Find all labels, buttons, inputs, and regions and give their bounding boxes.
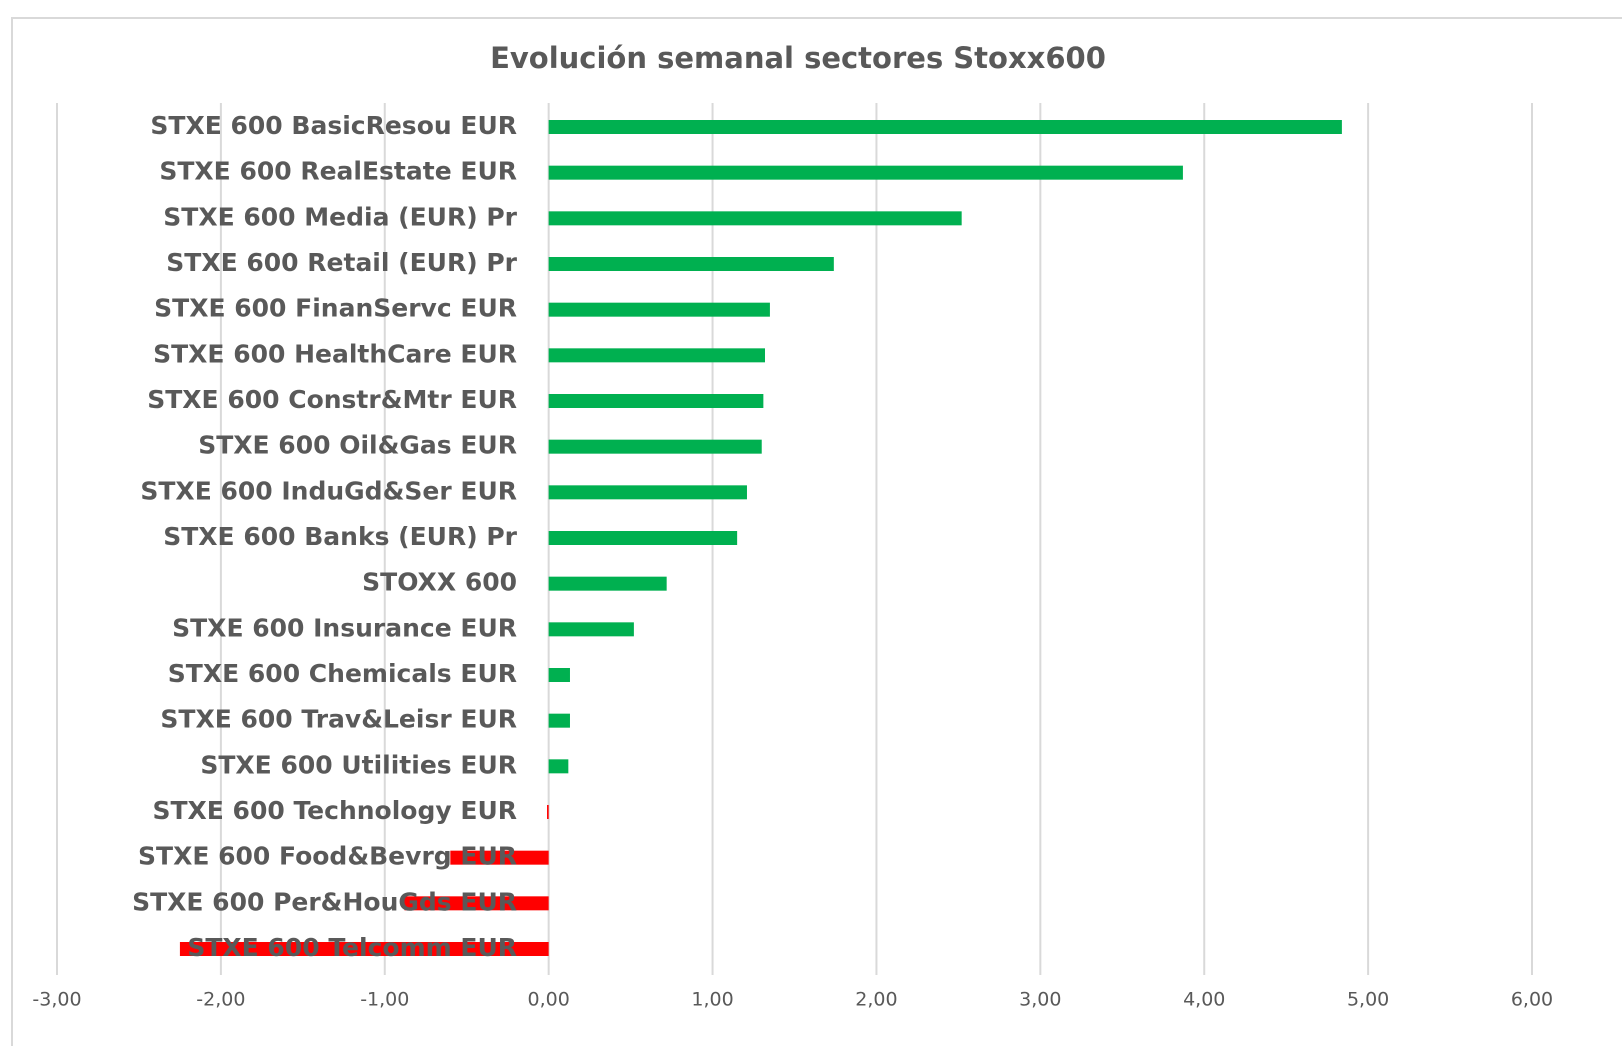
y-tick-label: STXE 600 HealthCare EUR — [153, 339, 517, 368]
bar — [548, 257, 834, 271]
y-tick-label: STXE 600 Retail (EUR) Pr — [166, 248, 517, 277]
bar — [450, 850, 549, 865]
y-tick-label: STXE 600 Trav&Leisr EUR — [160, 705, 517, 734]
bar — [548, 120, 1342, 134]
bar — [404, 896, 549, 911]
bar — [548, 531, 738, 545]
y-tick-label: STXE 600 FinanServc EUR — [154, 294, 517, 323]
bar — [548, 668, 570, 682]
bar — [548, 348, 765, 363]
y-tick-label: STXE 600 Telcomm EUR — [187, 933, 517, 962]
y-tick-label: STXE 600 Insurance EUR — [172, 613, 517, 642]
bar — [548, 211, 962, 226]
y-tick-label: STXE 600 Banks (EUR) Pr — [163, 522, 517, 551]
bar — [547, 805, 549, 819]
x-tick-label: 3,00 — [1019, 989, 1061, 1011]
y-tick-label: STXE 600 Per&HouGds EUR — [132, 887, 517, 916]
y-tick-label: STXE 600 Chemicals EUR — [168, 659, 517, 688]
bar — [548, 485, 747, 500]
x-tick-label: 6,00 — [1511, 989, 1553, 1011]
bar — [548, 394, 764, 408]
y-tick-label: STOXX 600 — [362, 568, 517, 597]
y-tick-label: STXE 600 Food&Bevrg EUR — [138, 842, 517, 871]
x-tick-label: 5,00 — [1347, 989, 1389, 1011]
bar — [548, 576, 667, 591]
x-tick-label: 0,00 — [528, 989, 570, 1011]
bar — [548, 165, 1183, 180]
bar — [548, 759, 569, 774]
y-tick-label: STXE 600 Oil&Gas EUR — [198, 431, 517, 460]
y-tick-label: STXE 600 Media (EUR) Pr — [163, 202, 517, 231]
bar — [548, 439, 762, 454]
y-tick-label: STXE 600 RealEstate EUR — [159, 157, 517, 186]
bar — [548, 713, 570, 728]
y-tick-label: STXE 600 Utilities EUR — [200, 750, 517, 779]
x-tick-label: -2,00 — [196, 989, 245, 1011]
x-tick-label: 1,00 — [691, 989, 733, 1011]
chart-border — [11, 17, 1622, 1046]
x-tick-label: -3,00 — [32, 989, 81, 1011]
y-tick-label: STXE 600 Constr&Mtr EUR — [147, 385, 517, 414]
bar — [548, 622, 634, 637]
bar — [179, 942, 549, 956]
bar — [548, 302, 770, 317]
x-tick-label: -1,00 — [360, 989, 409, 1011]
y-tick-label: STXE 600 Technology EUR — [152, 796, 517, 825]
x-tick-label: 4,00 — [1183, 989, 1225, 1011]
chart-title: Evolución semanal sectores Stoxx600 — [490, 41, 1106, 75]
x-tick-label: 2,00 — [855, 989, 897, 1011]
y-tick-label: STXE 600 BasicResou EUR — [150, 111, 517, 140]
y-tick-label: STXE 600 InduGd&Ser EUR — [140, 476, 517, 505]
